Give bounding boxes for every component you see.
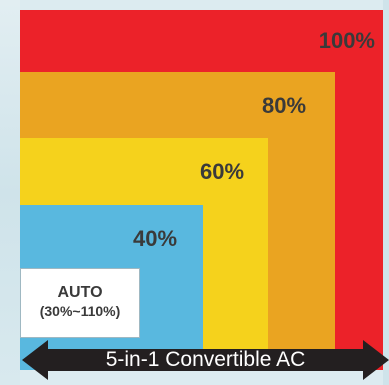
convertible-ac-bar: 5-in-1 Convertible AC bbox=[22, 339, 389, 381]
double-arrow-shape bbox=[22, 340, 389, 380]
level-40-label: 40% bbox=[133, 226, 178, 251]
background-right bbox=[383, 0, 389, 385]
level-100-label: 100% bbox=[318, 28, 375, 53]
convertible-ac-label: 5-in-1 Convertible AC bbox=[105, 348, 306, 371]
auto-title: AUTO bbox=[57, 284, 103, 301]
auto-label: AUTO (30%~110%) bbox=[20, 283, 140, 321]
double-arrow-icon bbox=[22, 340, 389, 380]
background-left bbox=[0, 0, 20, 385]
auto-range: (30%~110%) bbox=[39, 303, 121, 319]
level-80-label: 80% bbox=[262, 93, 307, 118]
auto-block bbox=[20, 268, 140, 338]
level-60-label: 60% bbox=[200, 159, 245, 184]
